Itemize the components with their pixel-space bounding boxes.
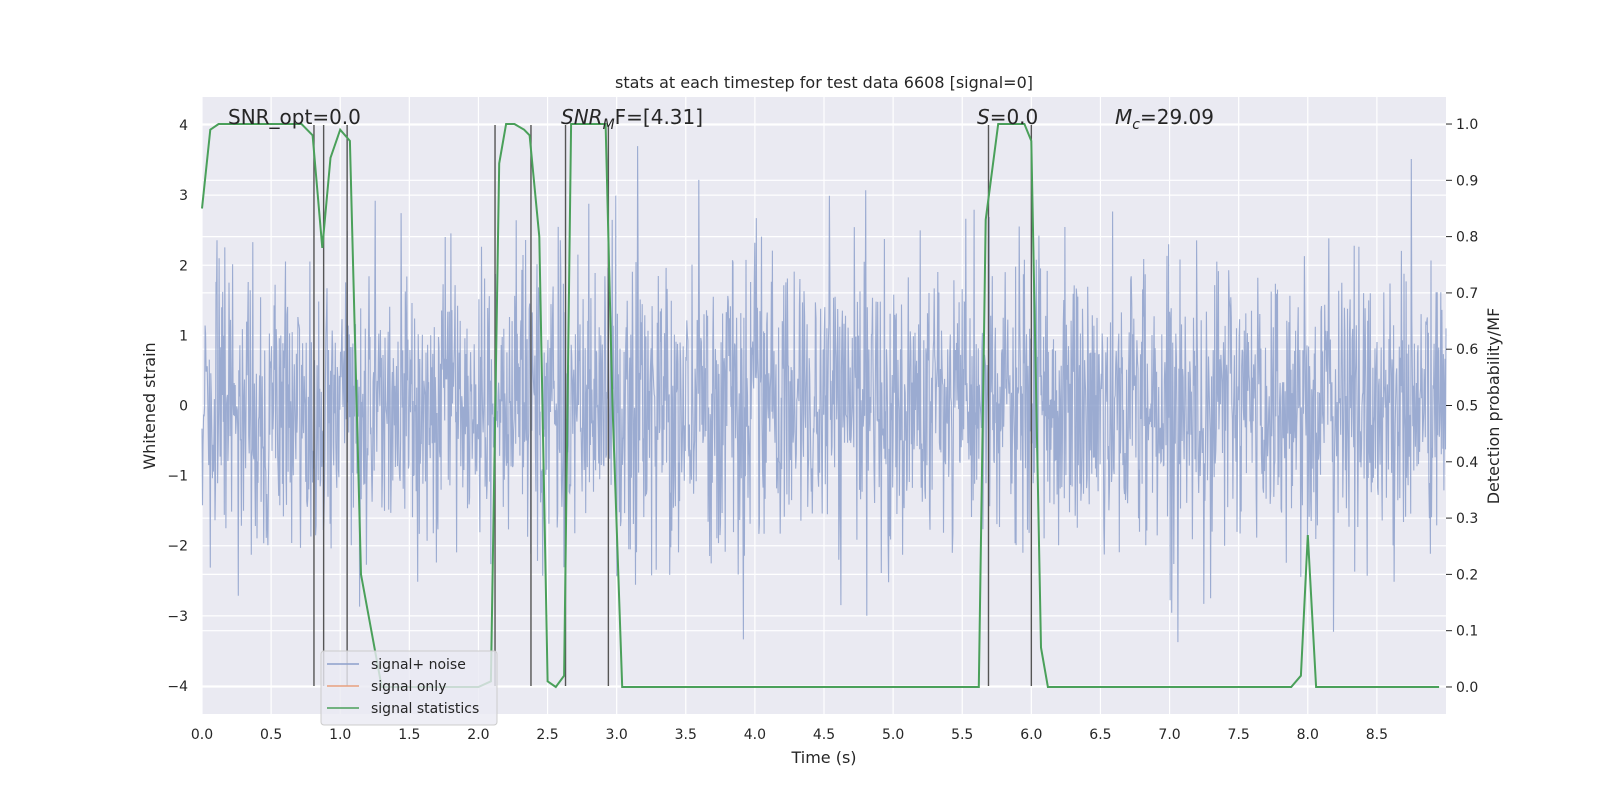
legend-box <box>320 650 498 726</box>
y2-tick-label: 0.2 <box>1456 567 1478 583</box>
x-tick-label: 7.0 <box>1158 727 1180 743</box>
annotation-snr-opt: SNR_opt=0.0 <box>228 105 361 129</box>
annotation-snr-mf-base: SNR <box>561 105 603 129</box>
annotation-snr-mf-rest: F=[4.31] <box>615 105 703 129</box>
annotation-mc-sub: c <box>1132 117 1140 133</box>
x-tick-label: 5.5 <box>951 727 973 743</box>
annotation-s-italic: S <box>977 105 990 129</box>
x-tick-label: 1.5 <box>398 727 420 743</box>
y2-tick-label: 0.0 <box>1456 680 1478 696</box>
y-tick-label: 3 <box>179 188 188 204</box>
y-tick-label: 2 <box>179 258 188 274</box>
x-tick-label: 0.0 <box>191 727 213 743</box>
series-signal-statistics <box>201 123 1440 689</box>
y2-tick-label: 0.9 <box>1456 173 1478 189</box>
x-tick-label: 4.5 <box>813 727 835 743</box>
annotation-snr-mf-sub: M <box>603 117 615 133</box>
y-tick-label: −1 <box>167 469 188 485</box>
legend-label-signal-only: signal only <box>371 679 446 695</box>
y-ticks: 4 3 2 1 0 −1 −2 −3 −4 <box>167 118 188 695</box>
annotation-s-rest: =0.0 <box>990 105 1039 129</box>
y2-ticks: 1.0 0.9 0.8 0.7 0.6 0.5 0.4 0.3 0.2 0.1 0.0 <box>1446 117 1478 696</box>
y2-tick-label: 0.6 <box>1456 342 1478 358</box>
annotation-snr-mf: SNRMF=[4.31] <box>561 105 703 133</box>
y2-tick-label: 0.1 <box>1456 624 1478 640</box>
y2-axis-label: Detection probability/MF <box>1484 308 1503 505</box>
y-tick-label: −3 <box>167 609 188 625</box>
y2-tick-label: 0.3 <box>1456 511 1478 527</box>
y2-tick-label: 0.4 <box>1456 455 1478 471</box>
y-tick-label: −4 <box>167 679 188 695</box>
x-tick-label: 8.5 <box>1366 727 1388 743</box>
annotation-mc: Mc=29.09 <box>1115 105 1214 133</box>
y2-tick-label: 0.8 <box>1456 230 1478 246</box>
series-signal-noise <box>201 146 1447 643</box>
y2-tick-label: 1.0 <box>1456 117 1478 133</box>
x-tick-label: 3.5 <box>675 727 697 743</box>
x-tick-label: 1.0 <box>329 727 351 743</box>
vertical-lines <box>313 125 1033 686</box>
y-axis-label: Whitened strain <box>140 342 159 469</box>
y-tick-label: 4 <box>179 118 188 134</box>
legend: signal+ noise signal only signal statist… <box>320 650 498 726</box>
x-tick-label: 6.0 <box>1020 727 1042 743</box>
y-tick-label: 1 <box>179 328 188 344</box>
legend-label-signal-noise: signal+ noise <box>371 657 466 673</box>
legend-label-signal-statistics: signal statistics <box>371 701 479 717</box>
y-tick-label: −2 <box>167 539 188 555</box>
chart-title: stats at each timestep for test data 660… <box>615 73 1033 92</box>
y2-tick-label: 0.7 <box>1456 286 1478 302</box>
x-axis-label: Time (s) <box>790 748 856 767</box>
annotation-mc-rest: =29.09 <box>1140 105 1214 129</box>
x-tick-label: 2.0 <box>467 727 489 743</box>
x-tick-label: 6.5 <box>1089 727 1111 743</box>
y2-tick-label: 0.5 <box>1456 399 1478 415</box>
annotation-s: S=0.0 <box>977 105 1038 129</box>
y-tick-label: 0 <box>179 399 188 415</box>
x-tick-label: 2.5 <box>536 727 558 743</box>
x-tick-label: 5.0 <box>882 727 904 743</box>
x-ticks: 0.0 0.5 1.0 1.5 2.0 2.5 3.0 3.5 4.0 4.5 5.0 5.5 6.0 6… <box>191 727 1388 743</box>
noise-trace <box>201 146 1447 643</box>
statistics-trace <box>201 123 1440 689</box>
x-tick-label: 0.5 <box>260 727 282 743</box>
x-tick-label: 7.5 <box>1228 727 1250 743</box>
x-tick-label: 3.0 <box>606 727 628 743</box>
x-tick-label: 4.0 <box>744 727 766 743</box>
annotation-mc-base: M <box>1115 105 1132 129</box>
x-tick-label: 8.0 <box>1297 727 1319 743</box>
